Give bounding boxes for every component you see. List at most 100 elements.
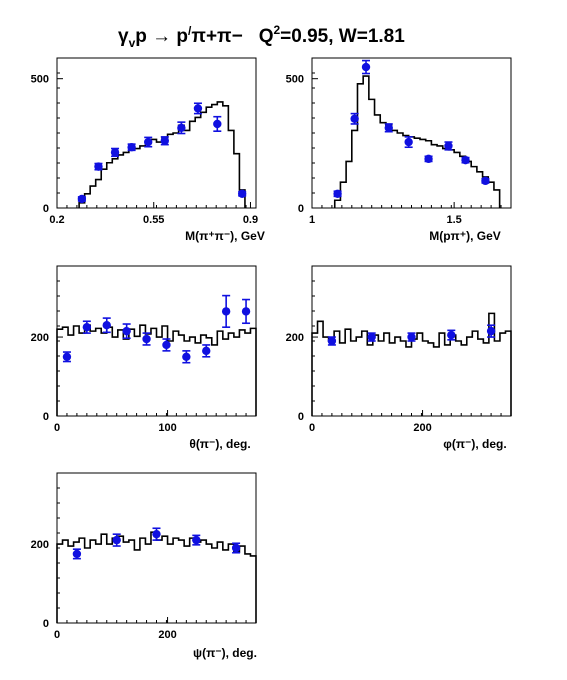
data-point: [202, 344, 211, 358]
x-tick-label: 0.2: [49, 214, 64, 226]
data-point: [361, 59, 371, 75]
title-gamma-sub: v: [129, 36, 136, 50]
data-point: [213, 115, 222, 132]
data-point: [102, 317, 111, 334]
data-marker: [102, 321, 111, 330]
data-point: [231, 542, 241, 554]
model-histogram: [56, 531, 257, 623]
data-marker: [122, 326, 131, 336]
x-axis-label: M(pπ⁺), GeV: [429, 229, 501, 243]
model-histogram: [56, 324, 257, 416]
data-marker: [424, 154, 433, 164]
panels: 0.2 0.55 0.9 0 500 M(π⁺π⁻), GeV 1 1.5 0 500 M(pπ⁺)…: [31, 57, 512, 660]
data-point: [193, 102, 203, 115]
data-point: [144, 136, 153, 148]
data-marker: [193, 104, 203, 113]
y-tick-label: 200: [31, 332, 49, 344]
data-marker: [110, 148, 120, 157]
x-tick-label: 0: [54, 629, 60, 641]
x-axis-label: M(π⁺π⁻), GeV: [185, 229, 265, 243]
y-tick-label: 0: [43, 411, 49, 423]
model-histogram: [78, 101, 246, 208]
data-marker: [72, 549, 82, 559]
data-marker: [327, 336, 337, 346]
data-marker: [241, 307, 251, 316]
x-tick-label: 0: [54, 422, 60, 434]
panel-theta: 0 100 0 200 θ(π⁻), deg.: [31, 265, 257, 451]
title-prime: /: [188, 24, 192, 38]
model-histogram: [333, 75, 501, 208]
data-marker: [221, 307, 231, 316]
data-marker: [404, 137, 413, 147]
data-marker: [152, 529, 161, 539]
x-tick-label: 200: [158, 629, 176, 641]
data-marker: [231, 543, 241, 553]
x-axis-label: ψ(π⁻), deg.: [193, 646, 257, 660]
data-point: [127, 143, 136, 152]
x-tick-label: 200: [413, 422, 431, 434]
x-tick-label: 0: [309, 422, 315, 434]
data-point: [152, 527, 161, 541]
x-tick-label: 1.5: [446, 214, 461, 226]
data-marker: [202, 346, 211, 356]
data-marker: [407, 332, 416, 342]
data-point: [367, 332, 376, 342]
plot-frame: [311, 57, 512, 209]
x-tick-label: 0.9: [243, 214, 258, 226]
y-tick-label: 0: [43, 203, 49, 215]
data-point: [461, 155, 470, 165]
y-tick-label: 200: [31, 539, 49, 551]
data-point: [110, 147, 120, 158]
data-point: [112, 533, 121, 547]
data-point: [237, 189, 247, 198]
data-point: [62, 351, 72, 363]
data-point: [77, 194, 87, 204]
data-point: [424, 154, 433, 164]
data-point: [122, 323, 131, 340]
data-marker: [182, 352, 191, 361]
data-marker: [461, 155, 470, 165]
y-tick-label: 0: [298, 203, 304, 215]
data-point: [182, 350, 191, 364]
data-point: [486, 324, 496, 338]
data-marker: [77, 194, 87, 204]
data-marker: [127, 143, 136, 152]
x-tick-label: 100: [158, 422, 176, 434]
data-marker: [160, 136, 169, 145]
data-point: [407, 332, 416, 342]
data-marker: [177, 123, 186, 133]
x-axis-label: φ(π⁻), deg.: [443, 437, 506, 451]
data-marker: [142, 334, 151, 344]
title-pions: π+π−: [191, 26, 242, 47]
data-point: [94, 162, 103, 171]
data-point: [384, 123, 393, 133]
data-marker: [62, 352, 72, 361]
y-tick-label: 500: [31, 74, 49, 86]
y-tick-label: 500: [286, 74, 304, 86]
panel-mpipi: 0.2 0.55 0.9 0 500 M(π⁺π⁻), GeV: [31, 57, 265, 243]
plot-frame: [56, 57, 257, 209]
data-marker: [192, 535, 201, 545]
data-marker: [447, 330, 456, 340]
data-point: [333, 189, 342, 198]
title-values: =0.95, W=1.81: [280, 26, 405, 47]
data-point: [241, 298, 251, 325]
data-marker: [486, 326, 496, 336]
data-point: [162, 338, 171, 352]
data-point: [160, 136, 169, 146]
data-marker: [112, 535, 121, 545]
data-point: [481, 176, 490, 186]
data-marker: [367, 332, 376, 342]
x-axis-label: θ(π⁻), deg.: [189, 437, 250, 451]
panel-mppip: 1 1.5 0 500 M(pπ⁺), GeV: [286, 57, 512, 243]
data-point: [447, 329, 456, 341]
x-tick-label: 0.55: [143, 214, 164, 226]
data-point: [177, 121, 186, 135]
data-point: [404, 136, 413, 149]
data-marker: [213, 119, 222, 129]
data-point: [142, 332, 151, 346]
data-marker: [444, 141, 453, 151]
data-point: [444, 141, 453, 151]
data-point: [221, 294, 231, 328]
